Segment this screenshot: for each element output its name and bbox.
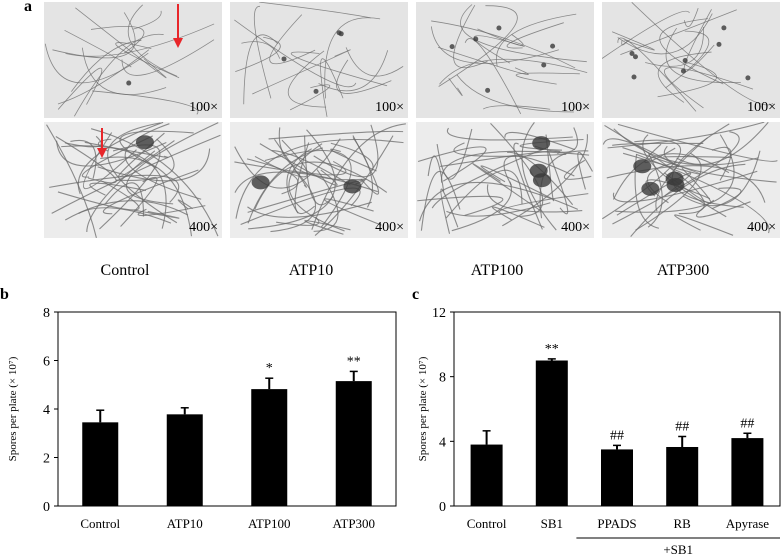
micrograph-atp10-400x: 400× (230, 122, 408, 238)
hyphae-image (230, 2, 408, 118)
red-arrow-icon (97, 128, 107, 158)
x-tick-label: RB (674, 516, 692, 531)
x-tick-label: Apyrase (726, 516, 770, 531)
y-tick-label: 8 (439, 371, 446, 386)
x-tick-label: Control (467, 516, 507, 531)
x-tick-label: ATP300 (332, 516, 375, 531)
hyphae-image (44, 2, 222, 118)
y-tick-label: 4 (43, 403, 50, 418)
error-bar-sb1 (547, 358, 556, 361)
hyphae-image (230, 122, 408, 238)
x-tick-label: ATP100 (248, 516, 291, 531)
significance-label: ## (610, 428, 624, 443)
error-bar-atp100 (265, 377, 274, 390)
column-label-atp300: ATP300 (656, 262, 710, 279)
x-tick-label: ATP10 (167, 516, 203, 531)
micrograph-atp300-100x: 100× (602, 2, 780, 118)
y-tick-label: 2 (43, 452, 50, 467)
error-bar-control (96, 409, 105, 423)
error-bar-atp300 (349, 370, 358, 382)
bar-chart-c: 0 4 8 12 Spores per plate (× 10⁷) Control ** SB… (417, 306, 781, 556)
bar-control (470, 444, 503, 506)
bar-atp10 (166, 414, 203, 506)
bar-rb (666, 446, 699, 506)
micrograph-atp100-100x: 100× (416, 2, 594, 118)
x-tick-label: SB1 (541, 516, 563, 531)
column-label-control: Control (100, 262, 150, 279)
magnification-label: 400× (747, 220, 776, 235)
bar-ppads (601, 449, 633, 506)
magnification-label: 400× (561, 220, 590, 235)
column-label-atp100: ATP100 (470, 262, 524, 279)
magnification-label: 400× (375, 220, 404, 235)
y-tick-label: 12 (432, 306, 446, 321)
magnification-label: 400× (189, 220, 218, 235)
micrograph-control-400x: 400× (44, 122, 222, 238)
bar-control (82, 422, 119, 506)
magnification-label: 100× (189, 100, 218, 115)
significance-label: ** (347, 354, 361, 369)
hyphae-image (44, 122, 222, 238)
y-tick-label: 0 (439, 500, 446, 515)
bar-sb1 (535, 360, 568, 506)
y-tick-label: 4 (439, 435, 446, 450)
error-bar-ppads (613, 444, 621, 450)
y-tick-label: 8 (43, 306, 50, 321)
micrograph-atp100-400x: 400× (416, 122, 594, 238)
magnification-label: 100× (375, 100, 404, 115)
panel-letter-b: b (0, 286, 9, 303)
error-bar-atp10 (180, 407, 189, 415)
hyphae-image (416, 2, 594, 118)
hyphae-image (416, 122, 594, 238)
error-bar-control (482, 430, 491, 445)
micrograph-atp300-400x: 400× (602, 122, 780, 238)
red-arrow-icon (173, 4, 183, 48)
y-tick-label: 0 (43, 500, 50, 515)
significance-label: ## (740, 416, 754, 431)
hyphae-image (602, 122, 780, 238)
bar-atp300 (335, 381, 372, 506)
bar-atp100 (251, 389, 288, 506)
magnification-label: 100× (561, 100, 590, 115)
x-tick-label: Control (80, 516, 120, 531)
error-bar-apyrase (743, 432, 752, 439)
y-tick-label: 6 (43, 355, 50, 370)
hyphae-image (602, 2, 780, 118)
micrograph-control-100x: 100× (44, 2, 222, 118)
group-label: +SB1 (663, 542, 693, 556)
panel-letter-a: a (24, 0, 32, 15)
micrograph-atp10-100x: 100× (230, 2, 408, 118)
error-bar-rb (678, 435, 687, 447)
bar-apyrase (731, 438, 764, 506)
y-axis-label: Spores per plate (× 10⁷) (7, 356, 19, 461)
significance-label: * (266, 361, 273, 376)
significance-label: ** (545, 342, 559, 357)
significance-label: ## (675, 419, 689, 434)
panel-letter-c: c (412, 286, 420, 303)
column-label-atp10: ATP10 (288, 262, 334, 279)
x-tick-label: PPADS (597, 516, 636, 531)
magnification-label: 100× (747, 100, 776, 115)
bar-chart-b: 0 2 4 6 8 Spores per plate (× 10⁷) Control ATP1… (7, 306, 397, 531)
y-axis-label: Spores per plate (× 10⁷) (417, 356, 429, 461)
